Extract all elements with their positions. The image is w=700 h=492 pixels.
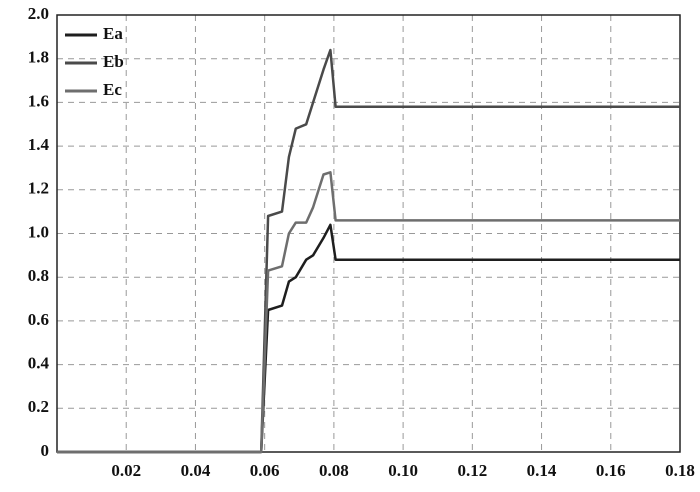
plot-frame — [56, 14, 681, 453]
x-tick-label: 0.06 — [250, 461, 280, 480]
x-tick-label: 0.10 — [388, 461, 418, 480]
y-tick-label: 1.2 — [28, 179, 49, 198]
series-line — [57, 223, 680, 454]
y-tick-label: 1.4 — [28, 135, 50, 154]
y-tick-label: 0 — [41, 441, 50, 460]
legend-label: Ec — [103, 80, 122, 99]
legend-label: Ea — [103, 24, 123, 43]
series-line — [57, 171, 680, 454]
x-tick-label: 0.12 — [457, 461, 487, 480]
y-tick-label: 1.8 — [28, 48, 49, 67]
x-tick-label: 0.04 — [181, 461, 211, 480]
x-tick-label: 0.14 — [527, 461, 557, 480]
y-tick-label: 2.0 — [28, 4, 49, 23]
y-tick-label: 0.4 — [28, 354, 50, 373]
y-tick-label: 0.6 — [28, 310, 49, 329]
series-line — [57, 48, 680, 454]
legend-label: Eb — [103, 52, 124, 71]
y-tick-label: 0.2 — [28, 397, 49, 416]
x-tick-label: 0.02 — [111, 461, 141, 480]
x-tick-label: 0.16 — [596, 461, 626, 480]
y-tick-label: 1.6 — [28, 91, 49, 110]
y-tick-label: 1.0 — [28, 222, 49, 241]
x-tick-label: 0.18 — [665, 461, 695, 480]
y-tick-label: 0.8 — [28, 266, 49, 285]
x-tick-label: 0.08 — [319, 461, 349, 480]
